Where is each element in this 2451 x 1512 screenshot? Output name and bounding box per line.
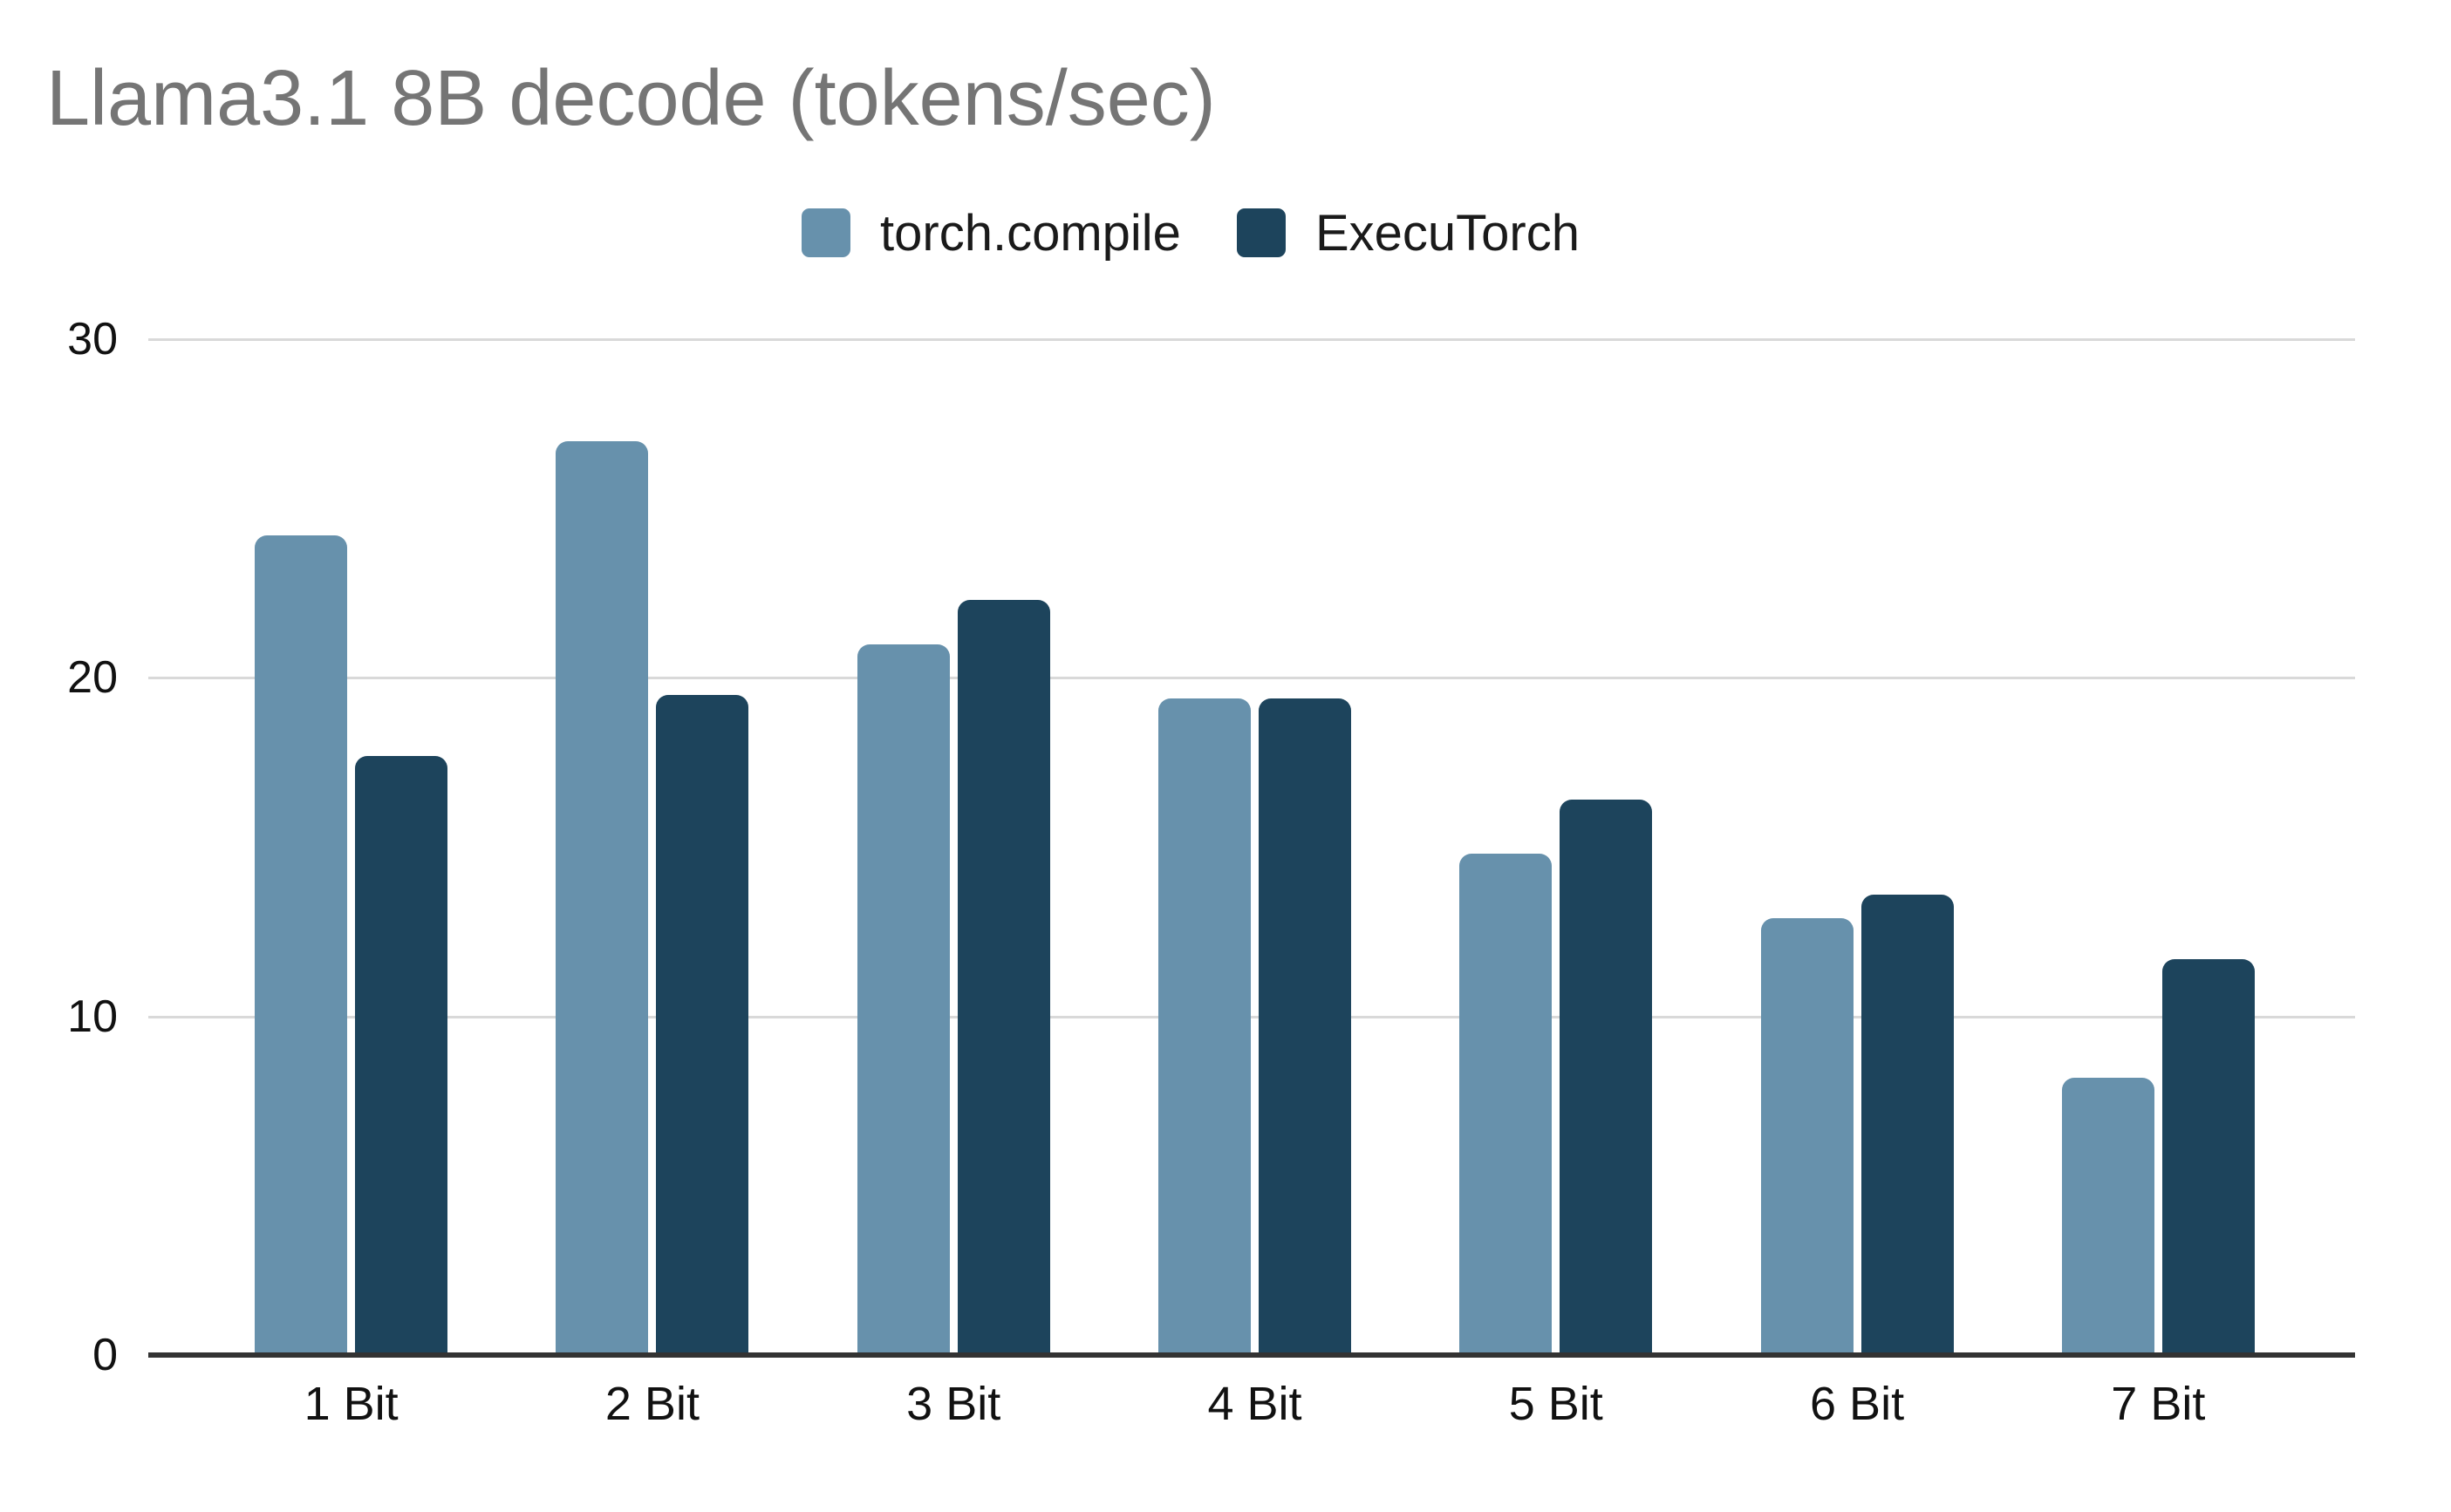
- gridline-y20: [148, 677, 2355, 680]
- bar-executorch-4-bit: [1258, 698, 1351, 1355]
- chart-title: Llama3.1 8B decode (tokens/sec): [46, 55, 1216, 142]
- legend-swatch-torch-compile: [802, 208, 851, 257]
- x-axis-line: [148, 1352, 2355, 1358]
- legend-label-torch-compile: torch.compile: [880, 204, 1181, 262]
- bar-group-4-bit: [1104, 339, 1405, 1355]
- plot-area: [148, 338, 2355, 1358]
- x-axis-label-6-bit: 6 Bit: [1810, 1378, 1905, 1430]
- bar-group-6-bit: [1706, 339, 2007, 1355]
- bar-torch-compile-2-bit: [556, 440, 649, 1355]
- bar-torch-compile-7-bit: [2061, 1077, 2154, 1355]
- x-axis-label-7-bit: 7 Bit: [2111, 1378, 2206, 1430]
- y-tick-label-0: 0: [92, 1330, 118, 1380]
- bar-torch-compile-3-bit: [857, 644, 950, 1355]
- x-axis-label-1-bit: 1 Bit: [304, 1378, 399, 1430]
- bar-executorch-3-bit: [957, 600, 1050, 1355]
- bar-group-1-bit: [201, 339, 502, 1355]
- legend-swatch-executorch: [1236, 208, 1286, 257]
- bar-executorch-1-bit: [355, 755, 448, 1355]
- x-axis-label-2-bit: 2 Bit: [604, 1378, 700, 1430]
- bar-executorch-5-bit: [1560, 800, 1653, 1355]
- x-axis-label-3-bit: 3 Bit: [906, 1378, 1001, 1430]
- bars-area: [201, 339, 2309, 1355]
- legend-item-executorch: ExecuTorch: [1236, 204, 1580, 262]
- bar-executorch-2-bit: [656, 694, 749, 1355]
- bar-torch-compile-1-bit: [255, 535, 348, 1355]
- bar-group-5-bit: [1405, 339, 1706, 1355]
- bar-executorch-6-bit: [1860, 894, 1954, 1355]
- legend-label-executorch: ExecuTorch: [1314, 204, 1580, 262]
- y-tick-label-20: 20: [67, 652, 118, 704]
- legend-item-torch-compile: torch.compile: [802, 204, 1181, 262]
- gridline-y10: [148, 1015, 2355, 1018]
- bar-torch-compile-4-bit: [1157, 698, 1251, 1355]
- x-axis-label-5-bit: 5 Bit: [1508, 1378, 1603, 1430]
- y-tick-label-10: 10: [67, 991, 118, 1042]
- legend: torch.compile ExecuTorch: [0, 185, 2416, 281]
- bar-torch-compile-6-bit: [1760, 918, 1854, 1355]
- bar-group-7-bit: [2008, 339, 2309, 1355]
- y-tick-label-30: 30: [67, 314, 118, 364]
- gridline-y30: [148, 338, 2355, 341]
- x-axis-labels: 1 Bit 2 Bit 3 Bit 4 Bit 5 Bit 6 Bit 7 Bit: [201, 1376, 2309, 1432]
- x-axis-label-4-bit: 4 Bit: [1207, 1378, 1302, 1430]
- bar-group-2-bit: [502, 339, 802, 1355]
- bar-executorch-7-bit: [2161, 958, 2255, 1355]
- bar-group-3-bit: [803, 339, 1104, 1355]
- bar-torch-compile-5-bit: [1459, 854, 1553, 1355]
